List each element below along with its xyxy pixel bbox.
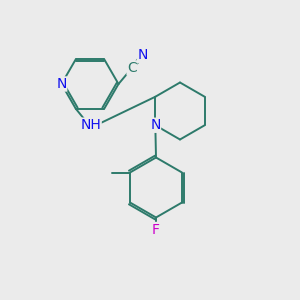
- Text: N: N: [150, 118, 160, 132]
- Text: F: F: [152, 223, 160, 236]
- Text: C: C: [127, 61, 137, 75]
- Text: N: N: [56, 77, 67, 91]
- Text: N: N: [137, 48, 148, 62]
- Text: NH: NH: [80, 118, 101, 132]
